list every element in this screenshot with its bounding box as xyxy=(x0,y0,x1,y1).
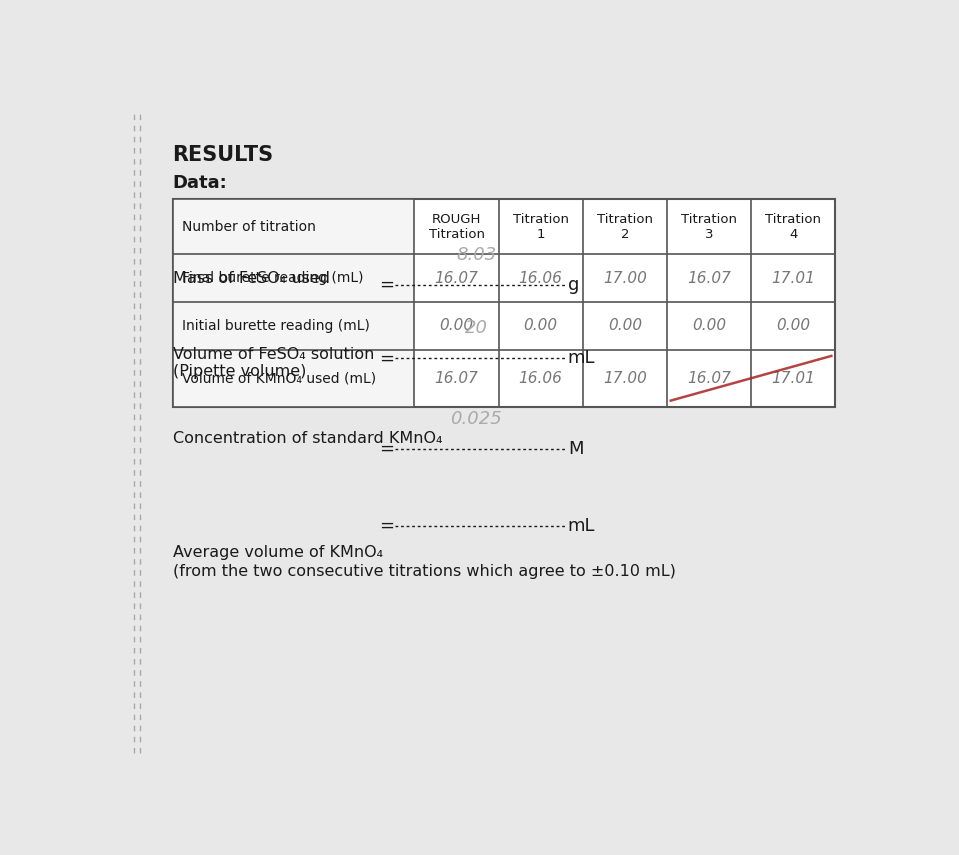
Text: 0.025: 0.025 xyxy=(451,410,503,428)
Text: =: = xyxy=(380,349,394,368)
Text: 8.03: 8.03 xyxy=(456,245,497,263)
Text: (from the two consecutive titrations which agree to ±0.10 mL): (from the two consecutive titrations whi… xyxy=(173,563,675,579)
Bar xyxy=(173,350,414,407)
Text: 0.00: 0.00 xyxy=(776,318,810,333)
Text: Volume of KMnO₄ used (mL): Volume of KMnO₄ used (mL) xyxy=(182,371,376,386)
Text: 16.07: 16.07 xyxy=(687,371,731,386)
Text: RESULTS: RESULTS xyxy=(173,145,273,165)
Bar xyxy=(173,302,414,350)
Text: 20: 20 xyxy=(465,319,488,337)
Text: 16.06: 16.06 xyxy=(519,371,563,386)
Text: Number of titration: Number of titration xyxy=(182,220,316,233)
Text: 0.00: 0.00 xyxy=(439,318,474,333)
Text: ROUGH
Titration: ROUGH Titration xyxy=(429,213,484,240)
Text: Average volume of KMnO₄: Average volume of KMnO₄ xyxy=(173,545,383,560)
Text: 17.01: 17.01 xyxy=(771,271,815,286)
Text: 0.00: 0.00 xyxy=(524,318,558,333)
Text: Titration
1: Titration 1 xyxy=(513,213,569,240)
Text: =: = xyxy=(380,276,394,294)
Text: Data:: Data: xyxy=(173,174,227,192)
Bar xyxy=(173,199,835,407)
Text: 16.07: 16.07 xyxy=(434,271,479,286)
Bar xyxy=(173,254,414,302)
Text: 16.06: 16.06 xyxy=(519,271,563,286)
Text: M: M xyxy=(568,440,583,458)
Text: mL: mL xyxy=(568,349,596,368)
Text: 16.07: 16.07 xyxy=(687,271,731,286)
Text: 16.07: 16.07 xyxy=(434,371,479,386)
Text: =: = xyxy=(380,517,394,535)
Text: 0.00: 0.00 xyxy=(691,318,726,333)
Text: Mass of FeSO₄ used: Mass of FeSO₄ used xyxy=(173,271,330,286)
Text: Titration
4: Titration 4 xyxy=(765,213,821,240)
Text: 17.00: 17.00 xyxy=(603,271,646,286)
Text: 17.00: 17.00 xyxy=(603,371,646,386)
Text: =: = xyxy=(380,440,394,458)
Text: mL: mL xyxy=(568,517,596,535)
Text: (Pipette volume): (Pipette volume) xyxy=(173,363,306,379)
Text: Titration
2: Titration 2 xyxy=(596,213,653,240)
Text: 0.00: 0.00 xyxy=(608,318,642,333)
Text: Volume of FeSO₄ solution: Volume of FeSO₄ solution xyxy=(173,346,374,362)
Text: Titration
3: Titration 3 xyxy=(681,213,737,240)
Bar xyxy=(173,199,414,254)
Text: Final burette reading (mL): Final burette reading (mL) xyxy=(182,271,363,286)
Text: g: g xyxy=(568,276,579,294)
Text: Initial burette reading (mL): Initial burette reading (mL) xyxy=(182,319,370,333)
Text: Concentration of standard KMnO₄: Concentration of standard KMnO₄ xyxy=(173,432,442,446)
Text: 17.01: 17.01 xyxy=(771,371,815,386)
